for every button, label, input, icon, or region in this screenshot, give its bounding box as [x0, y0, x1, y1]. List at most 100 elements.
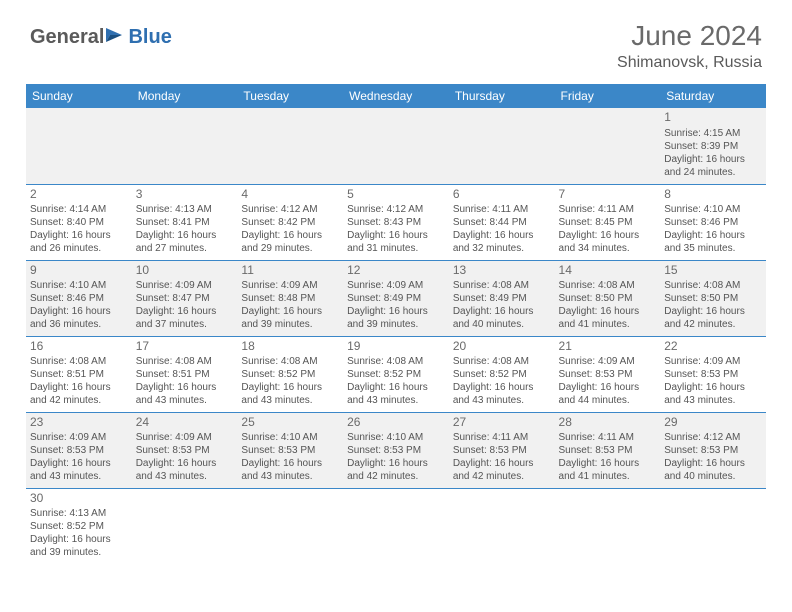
sunrise-line: Sunrise: 4:08 AM	[30, 355, 128, 368]
day-number: 18	[241, 339, 339, 355]
sunrise-line: Sunrise: 4:12 AM	[241, 203, 339, 216]
daylight-line: Daylight: 16 hours and 26 minutes.	[30, 229, 128, 255]
sunrise-line: Sunrise: 4:09 AM	[136, 279, 234, 292]
day-number: 30	[30, 491, 128, 507]
sunset-line: Sunset: 8:41 PM	[136, 216, 234, 229]
day-header: Sunday	[26, 84, 132, 108]
day-header: Friday	[555, 84, 661, 108]
daylight-line: Daylight: 16 hours and 39 minutes.	[241, 305, 339, 331]
sunrise-line: Sunrise: 4:09 AM	[664, 355, 762, 368]
sunset-line: Sunset: 8:53 PM	[136, 444, 234, 457]
sunrise-line: Sunrise: 4:12 AM	[347, 203, 445, 216]
sunset-line: Sunset: 8:52 PM	[241, 368, 339, 381]
daylight-line: Daylight: 16 hours and 40 minutes.	[453, 305, 551, 331]
day-number: 10	[136, 263, 234, 279]
calendar-cell: 11Sunrise: 4:09 AMSunset: 8:48 PMDayligh…	[237, 260, 343, 336]
calendar-cell: 4Sunrise: 4:12 AMSunset: 8:42 PMDaylight…	[237, 184, 343, 260]
daylight-line: Daylight: 16 hours and 37 minutes.	[136, 305, 234, 331]
page-header: General Blue June 2024 Shimanovsk, Russi…	[0, 0, 792, 80]
sunrise-line: Sunrise: 4:10 AM	[30, 279, 128, 292]
day-number: 6	[453, 187, 551, 203]
sunset-line: Sunset: 8:46 PM	[664, 216, 762, 229]
sunrise-line: Sunrise: 4:08 AM	[241, 355, 339, 368]
day-number: 2	[30, 187, 128, 203]
daylight-line: Daylight: 16 hours and 39 minutes.	[347, 305, 445, 331]
calendar-cell: 12Sunrise: 4:09 AMSunset: 8:49 PMDayligh…	[343, 260, 449, 336]
calendar-cell	[26, 108, 132, 184]
day-number: 14	[559, 263, 657, 279]
day-number: 3	[136, 187, 234, 203]
sunrise-line: Sunrise: 4:09 AM	[241, 279, 339, 292]
calendar-cell: 21Sunrise: 4:09 AMSunset: 8:53 PMDayligh…	[555, 336, 661, 412]
day-header: Saturday	[660, 84, 766, 108]
calendar-week-row: 2Sunrise: 4:14 AMSunset: 8:40 PMDaylight…	[26, 184, 766, 260]
day-number: 20	[453, 339, 551, 355]
calendar-cell: 9Sunrise: 4:10 AMSunset: 8:46 PMDaylight…	[26, 260, 132, 336]
calendar-week-row: 9Sunrise: 4:10 AMSunset: 8:46 PMDaylight…	[26, 260, 766, 336]
calendar-cell	[449, 108, 555, 184]
day-number: 29	[664, 415, 762, 431]
calendar-cell	[343, 108, 449, 184]
title-block: June 2024 Shimanovsk, Russia	[617, 20, 762, 72]
calendar-cell: 6Sunrise: 4:11 AMSunset: 8:44 PMDaylight…	[449, 184, 555, 260]
day-number: 23	[30, 415, 128, 431]
brand-text-2: Blue	[128, 26, 171, 49]
calendar-week-row: 16Sunrise: 4:08 AMSunset: 8:51 PMDayligh…	[26, 336, 766, 412]
daylight-line: Daylight: 16 hours and 42 minutes.	[347, 457, 445, 483]
day-header: Monday	[132, 84, 238, 108]
sunset-line: Sunset: 8:49 PM	[453, 292, 551, 305]
sunset-line: Sunset: 8:44 PM	[453, 216, 551, 229]
calendar-cell	[555, 488, 661, 564]
sunset-line: Sunset: 8:47 PM	[136, 292, 234, 305]
daylight-line: Daylight: 16 hours and 31 minutes.	[347, 229, 445, 255]
sunset-line: Sunset: 8:49 PM	[347, 292, 445, 305]
sunset-line: Sunset: 8:51 PM	[30, 368, 128, 381]
sunset-line: Sunset: 8:42 PM	[241, 216, 339, 229]
sunset-line: Sunset: 8:50 PM	[559, 292, 657, 305]
calendar-cell: 7Sunrise: 4:11 AMSunset: 8:45 PMDaylight…	[555, 184, 661, 260]
day-header: Thursday	[449, 84, 555, 108]
calendar-cell: 3Sunrise: 4:13 AMSunset: 8:41 PMDaylight…	[132, 184, 238, 260]
daylight-line: Daylight: 16 hours and 43 minutes.	[241, 457, 339, 483]
sunrise-line: Sunrise: 4:11 AM	[559, 203, 657, 216]
calendar-cell	[449, 488, 555, 564]
calendar-cell: 5Sunrise: 4:12 AMSunset: 8:43 PMDaylight…	[343, 184, 449, 260]
calendar-cell	[237, 108, 343, 184]
daylight-line: Daylight: 16 hours and 43 minutes.	[453, 381, 551, 407]
day-number: 7	[559, 187, 657, 203]
calendar-cell	[660, 488, 766, 564]
calendar-cell: 25Sunrise: 4:10 AMSunset: 8:53 PMDayligh…	[237, 412, 343, 488]
day-number: 28	[559, 415, 657, 431]
sunset-line: Sunset: 8:51 PM	[136, 368, 234, 381]
calendar-cell: 26Sunrise: 4:10 AMSunset: 8:53 PMDayligh…	[343, 412, 449, 488]
calendar-cell	[132, 108, 238, 184]
sunset-line: Sunset: 8:52 PM	[453, 368, 551, 381]
sunset-line: Sunset: 8:40 PM	[30, 216, 128, 229]
daylight-line: Daylight: 16 hours and 29 minutes.	[241, 229, 339, 255]
location-text: Shimanovsk, Russia	[617, 54, 762, 72]
sunset-line: Sunset: 8:53 PM	[664, 444, 762, 457]
daylight-line: Daylight: 16 hours and 43 minutes.	[241, 381, 339, 407]
daylight-line: Daylight: 16 hours and 43 minutes.	[664, 381, 762, 407]
sunrise-line: Sunrise: 4:15 AM	[664, 127, 762, 140]
sunset-line: Sunset: 8:53 PM	[241, 444, 339, 457]
sunset-line: Sunset: 8:53 PM	[347, 444, 445, 457]
calendar-cell: 30Sunrise: 4:13 AMSunset: 8:52 PMDayligh…	[26, 488, 132, 564]
daylight-line: Daylight: 16 hours and 43 minutes.	[136, 381, 234, 407]
day-header-row: Sunday Monday Tuesday Wednesday Thursday…	[26, 84, 766, 108]
daylight-line: Daylight: 16 hours and 42 minutes.	[453, 457, 551, 483]
day-number: 11	[241, 263, 339, 279]
sunrise-line: Sunrise: 4:14 AM	[30, 203, 128, 216]
sunrise-line: Sunrise: 4:08 AM	[453, 355, 551, 368]
daylight-line: Daylight: 16 hours and 41 minutes.	[559, 457, 657, 483]
sunrise-line: Sunrise: 4:08 AM	[559, 279, 657, 292]
sunrise-line: Sunrise: 4:11 AM	[559, 431, 657, 444]
calendar-table: Sunday Monday Tuesday Wednesday Thursday…	[26, 84, 766, 564]
daylight-line: Daylight: 16 hours and 40 minutes.	[664, 457, 762, 483]
sunrise-line: Sunrise: 4:08 AM	[136, 355, 234, 368]
day-number: 16	[30, 339, 128, 355]
daylight-line: Daylight: 16 hours and 34 minutes.	[559, 229, 657, 255]
sunset-line: Sunset: 8:52 PM	[347, 368, 445, 381]
sunrise-line: Sunrise: 4:09 AM	[347, 279, 445, 292]
sunrise-line: Sunrise: 4:09 AM	[30, 431, 128, 444]
